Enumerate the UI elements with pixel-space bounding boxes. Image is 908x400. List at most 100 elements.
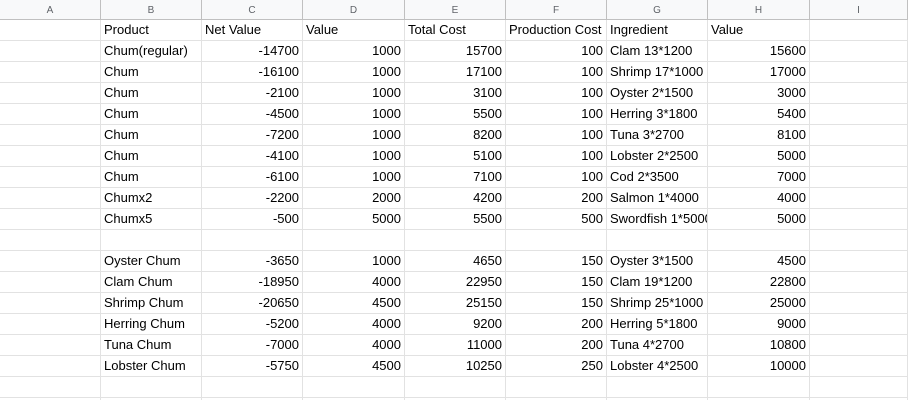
data-cell[interactable]: Tuna 3*2700 <box>607 125 708 146</box>
data-cell[interactable]: Shrimp 25*1000 <box>607 293 708 314</box>
data-cell[interactable]: Lobster 2*2500 <box>607 146 708 167</box>
data-cell[interactable]: Chum <box>101 167 202 188</box>
data-cell[interactable]: Lobster 4*2500 <box>607 356 708 377</box>
data-cell[interactable]: 5500 <box>405 104 506 125</box>
data-cell[interactable] <box>202 377 303 398</box>
data-cell[interactable]: -4500 <box>202 104 303 125</box>
data-cell[interactable]: Oyster 3*1500 <box>607 251 708 272</box>
data-cell[interactable]: 100 <box>506 167 607 188</box>
cell-i[interactable] <box>810 209 908 230</box>
data-cell[interactable]: 25000 <box>708 293 810 314</box>
cell-a[interactable] <box>0 104 101 125</box>
data-cell[interactable]: Chum(regular) <box>101 41 202 62</box>
data-cell[interactable]: 150 <box>506 251 607 272</box>
data-cell[interactable]: 8100 <box>708 125 810 146</box>
data-cell[interactable] <box>101 398 202 400</box>
header-cell[interactable]: Production Cost <box>506 20 607 41</box>
data-cell[interactable]: 4500 <box>708 251 810 272</box>
data-cell[interactable]: 200 <box>506 314 607 335</box>
data-cell[interactable]: 1000 <box>303 104 405 125</box>
column-header-h[interactable]: H <box>708 0 810 20</box>
data-cell[interactable] <box>708 398 810 400</box>
column-header-c[interactable]: C <box>202 0 303 20</box>
data-cell[interactable]: 1000 <box>303 146 405 167</box>
data-cell[interactable]: 1000 <box>303 251 405 272</box>
header-cell[interactable]: Value <box>303 20 405 41</box>
data-cell[interactable]: 5100 <box>405 146 506 167</box>
cell-a[interactable] <box>0 20 101 41</box>
cell-i[interactable] <box>810 314 908 335</box>
cell-a[interactable] <box>0 209 101 230</box>
data-cell[interactable]: 250 <box>506 356 607 377</box>
cell-a[interactable] <box>0 293 101 314</box>
data-cell[interactable] <box>506 377 607 398</box>
data-cell[interactable]: 150 <box>506 293 607 314</box>
data-cell[interactable]: 4500 <box>303 356 405 377</box>
data-cell[interactable]: 1000 <box>303 167 405 188</box>
data-cell[interactable]: Chum <box>101 104 202 125</box>
cell-i[interactable] <box>810 251 908 272</box>
data-cell[interactable] <box>708 230 810 251</box>
header-cell[interactable]: Product <box>101 20 202 41</box>
cell-a[interactable] <box>0 398 101 400</box>
header-cell[interactable]: Value <box>708 20 810 41</box>
data-cell[interactable]: Shrimp 17*1000 <box>607 62 708 83</box>
data-cell[interactable]: -7200 <box>202 125 303 146</box>
data-cell[interactable]: 4500 <box>303 293 405 314</box>
data-cell[interactable]: 200 <box>506 188 607 209</box>
cell-i[interactable] <box>810 167 908 188</box>
cell-a[interactable] <box>0 125 101 146</box>
data-cell[interactable]: 7000 <box>708 167 810 188</box>
data-cell[interactable]: -20650 <box>202 293 303 314</box>
data-cell[interactable]: 1000 <box>303 83 405 104</box>
data-cell[interactable] <box>708 377 810 398</box>
data-cell[interactable]: 4000 <box>303 272 405 293</box>
data-cell[interactable]: 17100 <box>405 62 506 83</box>
cell-i[interactable] <box>810 356 908 377</box>
data-cell[interactable]: 4650 <box>405 251 506 272</box>
data-cell[interactable] <box>202 230 303 251</box>
cell-a[interactable] <box>0 41 101 62</box>
data-cell[interactable]: Shrimp Chum <box>101 293 202 314</box>
cell-a[interactable] <box>0 251 101 272</box>
data-cell[interactable] <box>506 398 607 400</box>
data-cell[interactable]: -3650 <box>202 251 303 272</box>
data-cell[interactable]: 10800 <box>708 335 810 356</box>
data-cell[interactable]: 5500 <box>405 209 506 230</box>
header-cell[interactable]: Total Cost <box>405 20 506 41</box>
data-cell[interactable]: Oyster Chum <box>101 251 202 272</box>
header-cell[interactable]: Ingredient <box>607 20 708 41</box>
cell-a[interactable] <box>0 230 101 251</box>
data-cell[interactable]: 100 <box>506 83 607 104</box>
data-cell[interactable]: 1000 <box>303 62 405 83</box>
data-cell[interactable]: 3100 <box>405 83 506 104</box>
data-cell[interactable] <box>506 230 607 251</box>
cell-i[interactable] <box>810 41 908 62</box>
cell-a[interactable] <box>0 188 101 209</box>
cell-i[interactable] <box>810 230 908 251</box>
data-cell[interactable]: Clam 13*1200 <box>607 41 708 62</box>
cell-i[interactable] <box>810 62 908 83</box>
column-header-i[interactable]: I <box>810 0 908 20</box>
data-cell[interactable]: -500 <box>202 209 303 230</box>
cell-a[interactable] <box>0 146 101 167</box>
data-cell[interactable]: Chum <box>101 62 202 83</box>
cell-a[interactable] <box>0 272 101 293</box>
data-cell[interactable] <box>101 230 202 251</box>
data-cell[interactable]: 3000 <box>708 83 810 104</box>
data-cell[interactable] <box>303 377 405 398</box>
cell-a[interactable] <box>0 335 101 356</box>
data-cell[interactable]: Chumx5 <box>101 209 202 230</box>
data-cell[interactable]: 2000 <box>303 188 405 209</box>
column-header-e[interactable]: E <box>405 0 506 20</box>
data-cell[interactable]: Tuna 4*2700 <box>607 335 708 356</box>
data-cell[interactable]: 100 <box>506 41 607 62</box>
data-cell[interactable]: 1000 <box>303 125 405 146</box>
cell-a[interactable] <box>0 314 101 335</box>
data-cell[interactable]: 17000 <box>708 62 810 83</box>
cell-i[interactable] <box>810 188 908 209</box>
data-cell[interactable]: 200 <box>506 335 607 356</box>
data-cell[interactable]: Clam Chum <box>101 272 202 293</box>
data-cell[interactable]: Herring 5*1800 <box>607 314 708 335</box>
data-cell[interactable]: -2200 <box>202 188 303 209</box>
